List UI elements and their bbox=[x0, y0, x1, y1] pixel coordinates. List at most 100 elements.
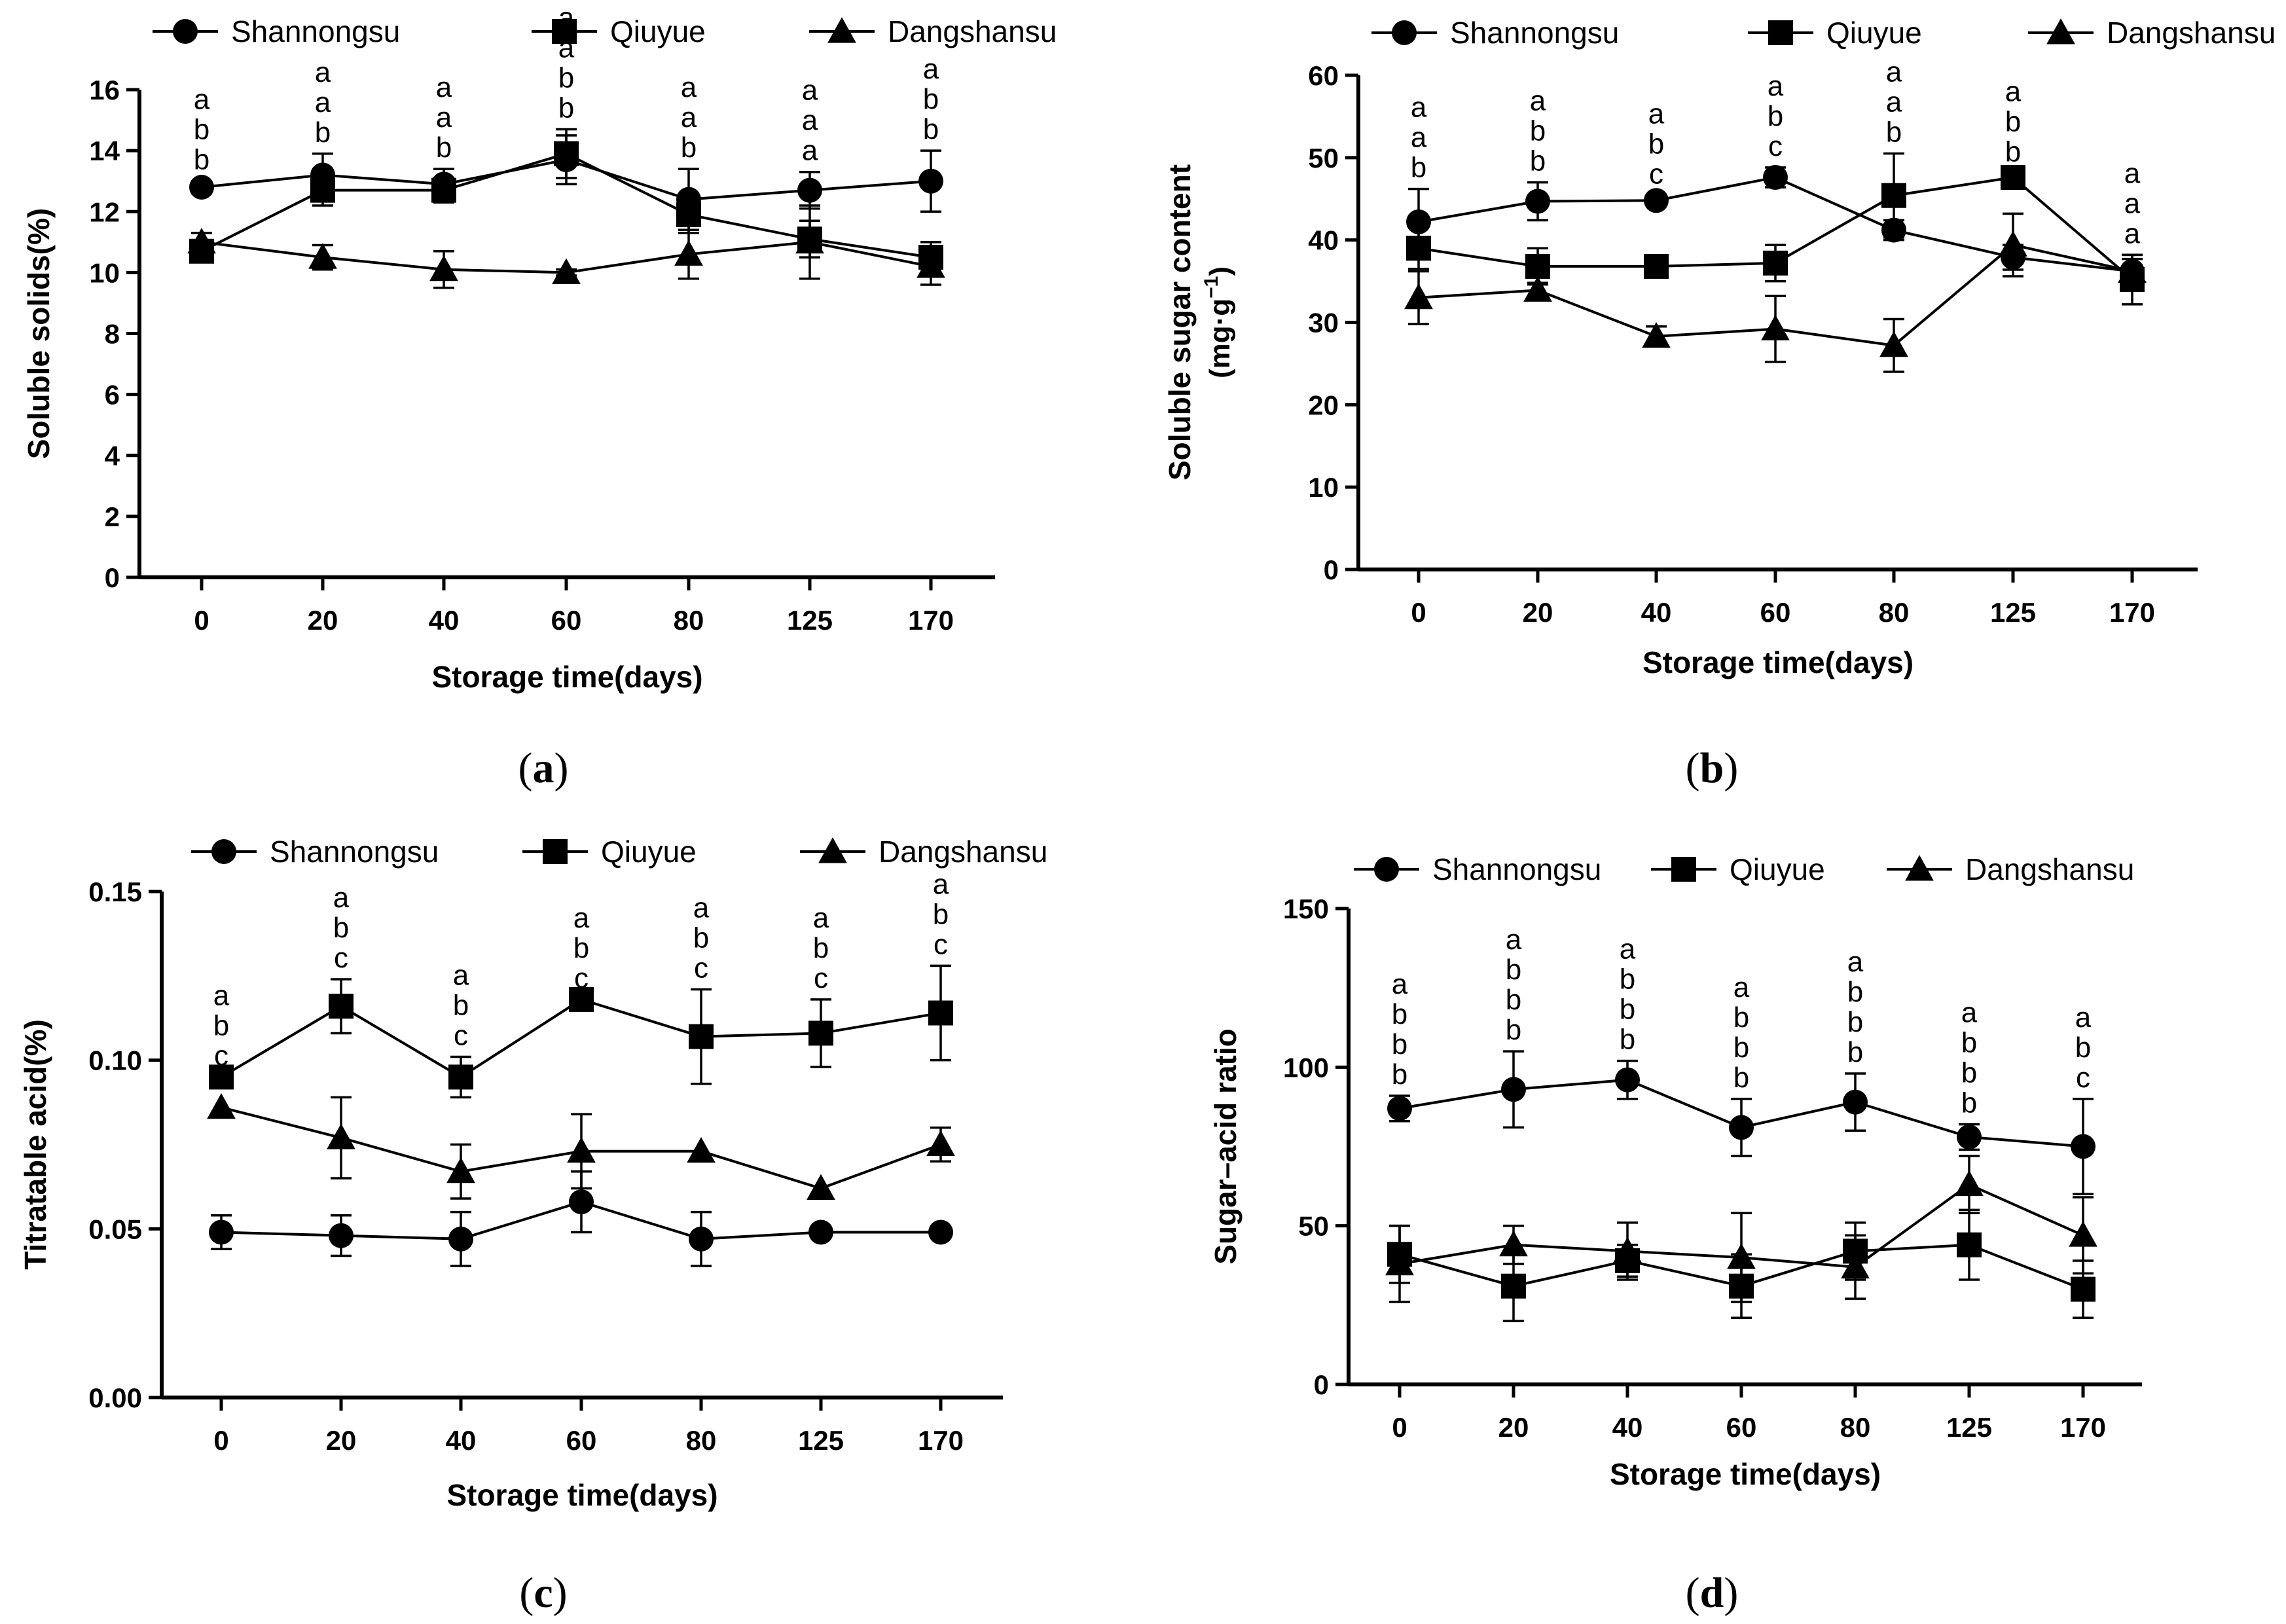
data-point-circle bbox=[808, 1219, 833, 1245]
x-tick-label: 20 bbox=[1523, 597, 1553, 628]
data-point-triangle bbox=[807, 1174, 835, 1200]
panel-label-letter: c bbox=[534, 1569, 553, 1617]
series-qiuyue bbox=[209, 964, 953, 1099]
data-point-circle bbox=[569, 1189, 594, 1215]
panel-label-close: ) bbox=[554, 744, 569, 792]
data-point-triangle bbox=[1999, 230, 2027, 257]
data-point-circle bbox=[1729, 1115, 1754, 1140]
data-point-square bbox=[808, 1020, 833, 1046]
legend-label: Dangshansu bbox=[1965, 852, 2134, 886]
significance-letter: b bbox=[1392, 1028, 1407, 1060]
series-shannongsu bbox=[1387, 1050, 2096, 1195]
y-tick-label: 12 bbox=[89, 196, 120, 227]
panel-label-close: ) bbox=[1724, 1569, 1738, 1617]
x-tick-label: 20 bbox=[308, 605, 338, 636]
legend-entry-shannongsu: Shannongsu bbox=[1371, 16, 1619, 50]
data-point-triangle bbox=[795, 227, 824, 254]
x-axis-title: Storage time(days) bbox=[431, 660, 702, 694]
y-axis-unit-superscript: −1 bbox=[1201, 276, 1222, 298]
data-point-triangle bbox=[446, 1157, 475, 1183]
data-point-triangle bbox=[1613, 1236, 1642, 1263]
data-point-square bbox=[1881, 183, 1906, 208]
significance-letter: a bbox=[1886, 56, 1902, 88]
x-axis-title: Storage time(days) bbox=[1610, 1457, 1881, 1491]
significance-letter: a bbox=[1847, 946, 1864, 978]
legend-entry-qiuyue: Qiuyue bbox=[1651, 852, 1825, 886]
y-axis-title: Soluble sugar content bbox=[1163, 164, 1197, 480]
legend-marker-square bbox=[552, 19, 577, 44]
legend-marker-triangle bbox=[1905, 855, 1934, 881]
y-tick-label: 40 bbox=[1308, 225, 1339, 256]
panel-label-letter: b bbox=[1700, 744, 1724, 792]
x-tick-label: 80 bbox=[1879, 597, 1910, 628]
significance-letter: a bbox=[1768, 70, 1784, 102]
legend-label: Shannongsu bbox=[1432, 852, 1601, 886]
data-point-triangle bbox=[1385, 1249, 1414, 1276]
significance-letter: a bbox=[453, 960, 469, 992]
x-tick-label: 40 bbox=[429, 605, 460, 636]
data-point-square bbox=[1525, 253, 1550, 279]
significance-letter: b bbox=[933, 898, 949, 930]
data-point-circle bbox=[1615, 1067, 1640, 1092]
significance-letter: a bbox=[1530, 85, 1546, 117]
data-point-triangle bbox=[2069, 1221, 2097, 1247]
x-tick-label: 80 bbox=[1840, 1412, 1871, 1443]
significance-letter: b bbox=[1961, 1057, 1977, 1089]
significance-letter: b bbox=[1506, 1014, 1521, 1046]
data-point-circle bbox=[189, 175, 214, 200]
y-tick-label: 0.05 bbox=[88, 1214, 142, 1244]
legend-entry-shannongsu: Shannongsu bbox=[191, 835, 439, 869]
series-dangshansu bbox=[207, 1092, 955, 1200]
significance-letter: b bbox=[213, 1009, 229, 1041]
significance-letter: c bbox=[454, 1020, 468, 1052]
data-point-triangle bbox=[1523, 276, 1552, 302]
legend-entry-dangshansu: Dangshansu bbox=[2028, 16, 2276, 50]
data-point-square bbox=[448, 1064, 473, 1090]
x-tick-label: 0 bbox=[1392, 1412, 1407, 1443]
series-dangshansu bbox=[1404, 212, 2147, 373]
significance-letter: a bbox=[933, 868, 949, 900]
panel-label-close: ) bbox=[1724, 744, 1738, 792]
significance-letter: a bbox=[194, 84, 210, 116]
panel-label-open: ( bbox=[519, 1569, 534, 1617]
y-axis-title: Soluble solids(%) bbox=[22, 208, 56, 459]
legend-marker-triangle bbox=[827, 17, 856, 43]
data-point-circle bbox=[928, 1219, 953, 1245]
significance-letter: a bbox=[436, 101, 452, 134]
series-dangshansu bbox=[187, 204, 945, 289]
significance-letter: b bbox=[1733, 1062, 1749, 1094]
significance-letter: a bbox=[2075, 1001, 2092, 1034]
significance-letter: b bbox=[813, 932, 829, 964]
panel-label-letter: d bbox=[1700, 1569, 1724, 1617]
significance-letter: b bbox=[2005, 106, 2021, 138]
panel-label: (a) bbox=[518, 744, 569, 792]
data-point-circle bbox=[1387, 1096, 1412, 1121]
panel-label-close: ) bbox=[553, 1569, 568, 1617]
significance-letter: b bbox=[1961, 1027, 1977, 1059]
significance-letter: b bbox=[453, 990, 469, 1022]
significance-letter: a bbox=[2124, 217, 2141, 249]
significance-letter: a bbox=[315, 56, 331, 88]
significance-letter: b bbox=[681, 132, 697, 164]
data-point-square bbox=[2071, 1276, 2096, 1302]
data-point-triangle bbox=[308, 243, 337, 269]
data-point-circle bbox=[918, 168, 943, 194]
significance-letter: c bbox=[694, 952, 708, 984]
y-tick-label: 0 bbox=[1314, 1369, 1329, 1400]
data-point-circle bbox=[1763, 165, 1788, 190]
significance-letter: c bbox=[1768, 130, 1783, 162]
series-qiuyue bbox=[189, 128, 943, 274]
x-tick-label: 0 bbox=[194, 605, 209, 636]
data-point-square bbox=[676, 202, 701, 227]
significance-letter: a bbox=[333, 882, 350, 914]
significance-letter: b bbox=[1530, 115, 1546, 147]
significance-letter: c bbox=[574, 962, 589, 994]
significance-letter: b bbox=[1620, 964, 1635, 996]
panel-label: (b) bbox=[1686, 744, 1739, 792]
data-point-square bbox=[1644, 253, 1669, 279]
legend-marker-circle bbox=[1374, 857, 1399, 882]
legend-label: Qiuyue bbox=[601, 835, 697, 869]
y-axis-title: Titratable acid(%) bbox=[18, 1019, 52, 1270]
data-point-circle bbox=[1501, 1077, 1526, 1102]
data-point-circle bbox=[689, 1226, 714, 1252]
